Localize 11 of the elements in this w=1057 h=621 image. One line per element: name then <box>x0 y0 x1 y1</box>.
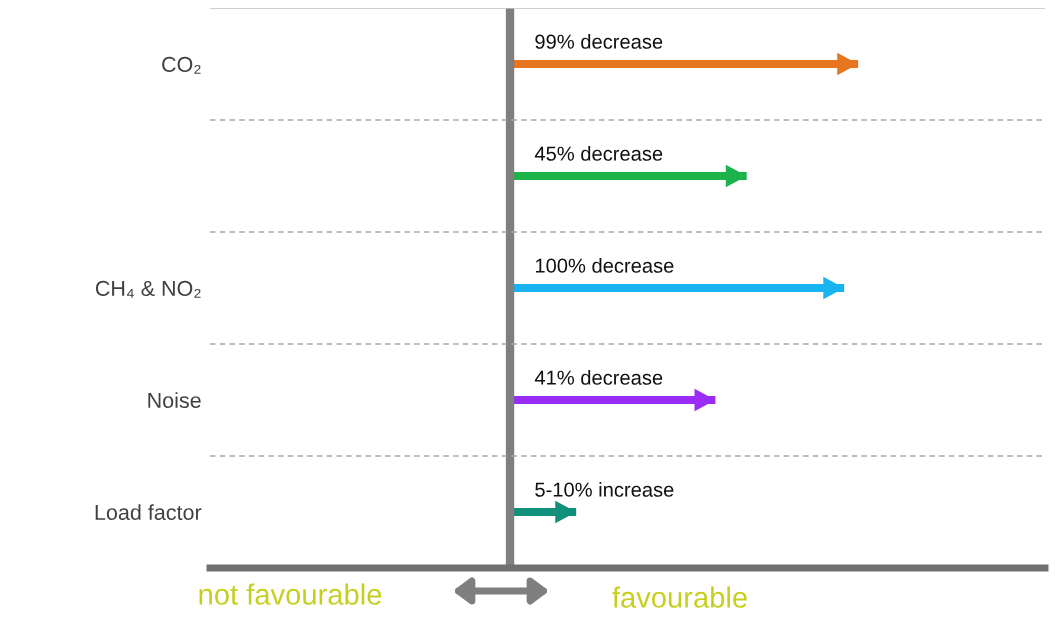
y-tick-label: CO₂ <box>162 56 201 74</box>
annotation: 5-10% increase <box>535 482 674 497</box>
y-tick-label: Noise <box>148 392 201 409</box>
annotation: 45% decrease <box>534 146 663 161</box>
y-tick-label: Load factor <box>95 504 202 521</box>
y-tick-label: CH₄ & NO₂ <box>95 280 201 298</box>
text: not favourable <box>199 583 382 605</box>
annotation: 99% decrease <box>535 34 663 49</box>
text: favourable <box>612 586 747 608</box>
annotation: 41% decrease <box>534 370 663 385</box>
annotation: 100% decrease <box>535 258 674 273</box>
